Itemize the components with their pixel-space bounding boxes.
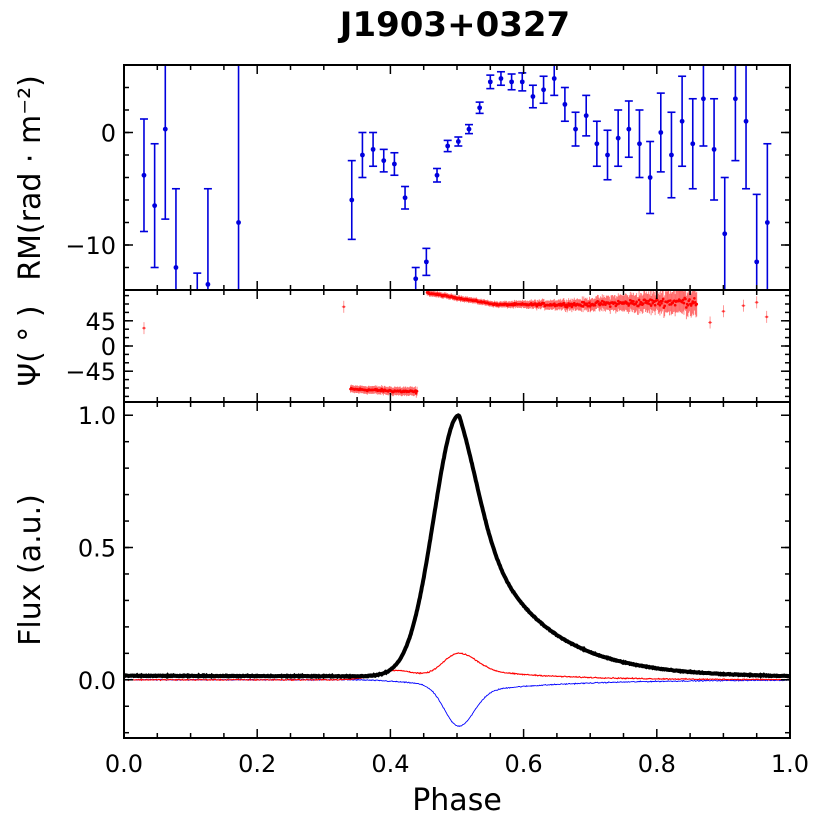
- linear-polarization-line: [124, 652, 790, 682]
- pa-point: [142, 326, 146, 330]
- rm-point: [743, 118, 749, 124]
- rm-point: [541, 87, 546, 93]
- rm-point: [732, 96, 738, 102]
- rm-point: [658, 130, 664, 135]
- y-tick-label: 1.0: [78, 402, 116, 430]
- rm-point: [349, 197, 355, 203]
- pa-point: [742, 304, 745, 307]
- rm-point: [701, 96, 706, 102]
- rm-point: [626, 126, 632, 132]
- rm-point: [594, 141, 600, 147]
- rm-point: [162, 126, 168, 132]
- pa-point: [342, 305, 346, 309]
- pa-point: [415, 389, 419, 393]
- pa-point: [722, 309, 725, 313]
- y-tick-label: 45: [85, 308, 116, 336]
- x-tick-label: 0.8: [638, 750, 676, 778]
- pa-point: [765, 315, 768, 319]
- rm-point: [423, 259, 429, 265]
- chart-title: J1903+0327: [338, 5, 570, 45]
- rm-point: [173, 265, 179, 270]
- pa-point: [695, 302, 699, 306]
- rm-point: [679, 118, 685, 124]
- rm-point: [615, 135, 621, 141]
- rm-point: [445, 143, 451, 149]
- rm-point: [360, 152, 365, 158]
- rm-point: [519, 79, 525, 85]
- rm-point: [722, 231, 728, 237]
- rm-point: [455, 139, 461, 144]
- rm-point: [466, 126, 472, 132]
- rm-point: [690, 141, 696, 147]
- pa-ylabel: Ψ( ° ): [13, 305, 48, 386]
- y-tick-label: 0: [101, 120, 116, 148]
- rm-point: [498, 76, 504, 81]
- circular-polarization-line: [124, 678, 790, 728]
- x-tick-label: 0.2: [238, 750, 276, 778]
- pa-point: [708, 321, 712, 324]
- rm-ylabel: RM(rad · m⁻²): [13, 75, 48, 281]
- rm-point: [381, 158, 387, 164]
- rm-point: [551, 76, 557, 81]
- rm-point: [573, 126, 578, 132]
- flux-frame: [123, 401, 791, 739]
- rm-point: [195, 299, 200, 304]
- rm-ticks: −10 0: [65, 64, 791, 291]
- y-tick-label: 0.5: [78, 535, 116, 563]
- rm-point: [141, 172, 147, 178]
- rm-point: [583, 113, 589, 119]
- flux-panel: 0.0 0.2 0.4 0.6 0.8 1.00.00.51.0 Flux (a.u.) …: [13, 401, 809, 818]
- flux-series: [124, 413, 790, 728]
- y-tick-label: −10: [65, 232, 116, 260]
- rm-point: [647, 175, 653, 180]
- rm-point: [605, 152, 610, 158]
- rm-data-points: [139, 65, 772, 304]
- pa-point: [755, 301, 758, 304]
- rm-point: [754, 259, 760, 265]
- y-tick-label: 0: [101, 333, 116, 361]
- x-tick-label: 0.4: [371, 750, 409, 778]
- flux-ylabel: Flux (a.u.): [13, 494, 48, 646]
- rm-point: [152, 203, 158, 209]
- y-tick-label: −45: [65, 358, 116, 386]
- x-tick-label: 0.6: [505, 750, 543, 778]
- rm-point: [764, 220, 770, 225]
- rm-point: [669, 152, 674, 158]
- total-intensity-line: [124, 413, 790, 680]
- rm-point: [413, 276, 419, 282]
- rm-point: [477, 105, 483, 111]
- rm-point: [236, 220, 241, 225]
- rm-point: [402, 195, 408, 201]
- rm-point: [509, 79, 515, 85]
- rm-point: [434, 172, 440, 178]
- rm-point: [391, 161, 397, 167]
- flux-xlabel: Phase: [412, 783, 502, 818]
- rm-point: [487, 79, 493, 85]
- pa-data-points: [141, 290, 769, 398]
- x-tick-label: 0.0: [105, 750, 143, 778]
- x-tick-label: 1.0: [771, 750, 809, 778]
- rm-point: [562, 101, 568, 107]
- rm-point: [530, 94, 536, 99]
- rm-point: [711, 146, 717, 152]
- rm-point: [637, 141, 642, 147]
- rm-panel: −10 0 RM(rad · m⁻²): [13, 64, 791, 304]
- y-tick-label: 0.0: [78, 667, 116, 695]
- rm-point: [370, 146, 376, 152]
- rm-point: [205, 281, 211, 287]
